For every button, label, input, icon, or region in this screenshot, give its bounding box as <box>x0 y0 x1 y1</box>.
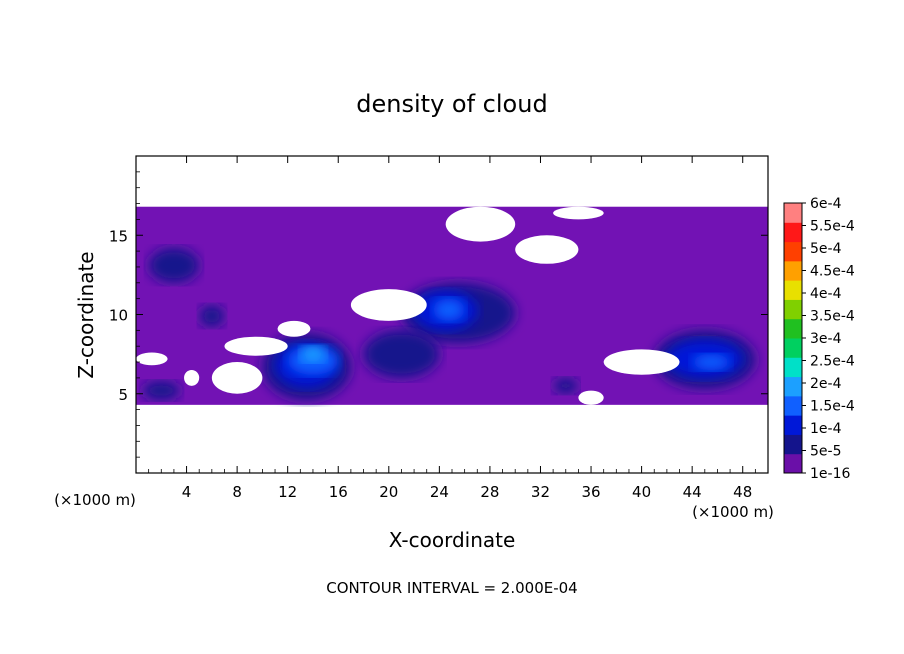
colorbar-label: 5e-4 <box>810 241 842 257</box>
colorbar-swatch <box>784 222 802 243</box>
colorbar-label: 1e-4 <box>810 421 842 437</box>
colorbar-swatch <box>784 318 802 339</box>
cloud-cell-level-1 <box>553 377 579 394</box>
x-tick-label: 32 <box>531 483 550 501</box>
clear-air-gap <box>603 349 680 375</box>
colorbar: 1e-16 5e-5 1e-4 1.5e-4 2e-4 2.5e-4 3e-4 3.5e-4 4… <box>783 196 855 482</box>
colorbar-swatch <box>784 376 802 397</box>
x-tick-label: 12 <box>278 483 297 501</box>
colorbar-swatch <box>784 260 802 281</box>
x-tick-label: 20 <box>379 483 398 501</box>
y-tick-label: 15 <box>109 227 128 245</box>
x-tick-label: 16 <box>329 483 348 501</box>
colorbar-label: 2e-4 <box>810 376 842 392</box>
colorbar-label: 4e-4 <box>810 286 842 302</box>
chart-title: density of cloud <box>356 90 547 118</box>
x-tick-label: 4 <box>182 483 192 501</box>
cloud-layer <box>136 206 768 405</box>
colorbar-swatch <box>784 241 802 262</box>
colorbar-swatch <box>784 395 802 416</box>
colorbar-label: 5.5e-4 <box>810 219 855 235</box>
colorbar-swatch <box>784 280 802 300</box>
colorbar-label: 1.5e-4 <box>810 399 855 415</box>
clear-air-gap <box>553 206 604 220</box>
x-axis-ticks: 4 8 12 16 20 24 28 32 36 40 44 48 <box>148 156 756 501</box>
colorbar-swatch <box>784 453 802 474</box>
clear-air-gap <box>211 362 263 394</box>
cloud-cell-level-4 <box>300 346 326 363</box>
plot-area <box>136 206 768 405</box>
colorbar-swatch <box>784 299 802 320</box>
y-tick-label: 10 <box>109 307 128 325</box>
colorbar-label: 3e-4 <box>810 331 842 347</box>
x-tick-label: 48 <box>733 483 752 501</box>
colorbar-label: 1e-16 <box>810 466 850 482</box>
x-tick-label: 40 <box>632 483 651 501</box>
x-unit-left: (×1000 m) <box>54 491 136 509</box>
x-unit-right: (×1000 m) <box>692 503 774 521</box>
clear-air-gap <box>578 390 604 405</box>
colorbar-label: 3.5e-4 <box>810 309 855 325</box>
contour-interval-note: CONTOUR INTERVAL = 2.000E-04 <box>326 579 577 597</box>
clear-air-gap <box>277 320 311 337</box>
cloud-cell-level-1 <box>142 381 181 401</box>
x-tick-label: 24 <box>430 483 449 501</box>
x-tick-label: 36 <box>581 483 600 501</box>
x-tick-label: 8 <box>232 483 242 501</box>
clear-air-gap <box>184 369 200 386</box>
colorbar-swatch <box>784 415 802 435</box>
cloud-cell-level-1 <box>148 247 200 283</box>
colorbar-label: 6e-4 <box>810 196 842 212</box>
colorbar-swatch <box>784 434 802 455</box>
x-tick-label: 44 <box>683 483 702 501</box>
x-tick-label: 28 <box>480 483 499 501</box>
colorbar-swatch <box>784 338 802 358</box>
colorbar-swatch <box>784 357 802 378</box>
y-axis-label: Z-coordinate <box>74 251 98 378</box>
clear-air-gap <box>350 289 427 321</box>
x-axis-label: X-coordinate <box>389 528 516 552</box>
y-axis-ticks: 5 10 15 <box>109 171 768 458</box>
clear-air-gap <box>136 352 168 366</box>
clear-air-gap <box>515 235 579 264</box>
clear-air-gap <box>224 336 288 356</box>
cloud-cell-level-3 <box>433 298 465 321</box>
colorbar-label: 2.5e-4 <box>810 354 855 370</box>
colorbar-swatch <box>784 203 802 223</box>
cloud-cell-level-1 <box>199 304 225 328</box>
clear-air-gap <box>445 206 516 242</box>
cloud-cell-level-1 <box>363 330 440 378</box>
colorbar-label: 5e-5 <box>810 444 841 460</box>
y-tick-label: 5 <box>118 386 128 404</box>
colorbar-label: 4.5e-4 <box>810 264 855 280</box>
cloud-cell-level-3 <box>692 354 731 370</box>
